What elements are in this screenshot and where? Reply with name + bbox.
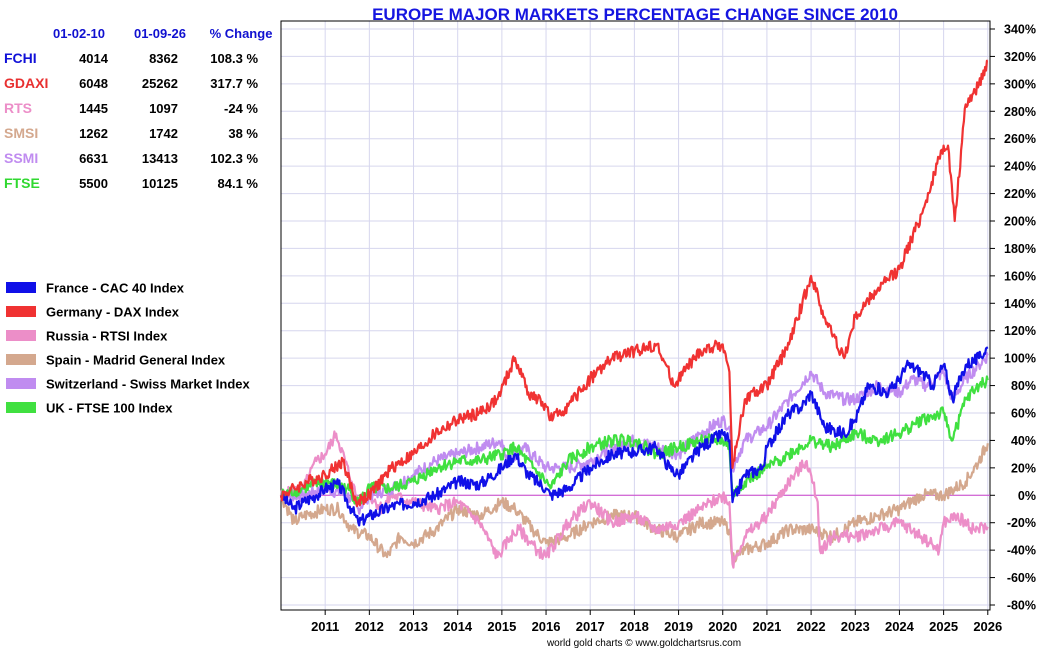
y-tick-label: 80% [1011,379,1036,393]
x-tick-label: 2011 [311,619,339,634]
x-tick-label: 2013 [399,619,428,634]
table-end-value: 1742 [149,126,178,141]
table-change-value: 84.1 % [218,176,259,191]
table-end-value: 10125 [142,176,178,191]
table-header: 01-02-10 [53,26,105,41]
y-tick-label: 320% [1004,50,1036,64]
x-tick-label: 2023 [841,619,870,634]
y-tick-label: 60% [1011,407,1036,421]
x-tick-label: 2014 [443,619,473,634]
table-header: 01-09-26 [134,26,186,41]
table-start-value: 1445 [79,101,108,116]
table-symbol: SMSI [4,125,38,141]
y-tick-label: 40% [1011,434,1036,448]
table-change-value: 102.3 % [210,151,258,166]
y-tick-label: 180% [1004,242,1036,256]
table-symbol: SSMI [4,150,38,166]
series-line-1 [279,59,989,508]
y-tick-label: -60% [1007,571,1036,585]
legend-swatch [6,354,36,365]
table-symbol: GDAXI [4,75,48,91]
series-line-2 [279,430,989,569]
stats-table: 01-02-10 01-09-26 % Change FCHI 4014 8362 108.… [4,26,272,191]
chart-title: EUROPE MAJOR MARKETS PERCENTAGE CHANGE S… [372,5,898,24]
x-tick-label: 2020 [708,619,737,634]
y-tick-label: 240% [1004,160,1036,174]
table-end-value: 1097 [149,101,178,116]
x-tick-label: 2012 [355,619,384,634]
x-tick-label: 2025 [929,619,958,634]
y-tick-label: 280% [1004,105,1036,119]
x-tick-label: 2016 [532,619,561,634]
legend-label: Spain - Madrid General Index [46,353,226,368]
y-tick-label: 0% [1018,489,1036,503]
legend-label: France - CAC 40 Index [46,281,185,296]
x-tick-label: 2021 [752,619,781,634]
table-symbol: FCHI [4,50,37,66]
y-tick-label: 20% [1011,461,1036,475]
table-change-value: 108.3 % [210,51,258,66]
legend-swatch [6,378,36,389]
y-tick-label: 140% [1004,297,1036,311]
table-symbol: FTSE [4,175,40,191]
y-tick-label: 100% [1004,352,1036,366]
y-tick-label: 340% [1004,23,1036,37]
x-tick-label: 2024 [885,619,915,634]
legend-swatch [6,330,36,341]
table-end-value: 8362 [149,51,178,66]
legend-swatch [6,306,36,317]
x-tick-label: 2026 [973,619,1002,634]
y-tick-label: 220% [1004,187,1036,201]
table-change-value: 38 % [228,126,258,141]
series-line-3 [280,443,989,563]
y-tick-label: 300% [1004,77,1036,91]
table-change-value: 317.7 % [210,76,258,91]
x-tick-label: 2022 [797,619,826,634]
x-tick-label: 2019 [664,619,693,634]
plot-frame [280,20,991,611]
x-axis: 2011 2012 2013 2014 2015 2016 2017 2018 2019 2020… [311,610,1002,634]
table-header: % Change [210,26,273,41]
legend-label: Germany - DAX Index [46,305,180,320]
credit-text: world gold charts © www.goldchartsrus.co… [546,638,741,649]
y-tick-label: 120% [1004,324,1036,338]
legend-swatch [6,402,36,413]
table-start-value: 6631 [79,151,108,166]
series-line-5 [280,375,989,506]
table-end-value: 13413 [142,151,178,166]
legend-label: Russia - RTSI Index [46,329,168,344]
legend-label: UK - FTSE 100 Index [46,401,173,416]
legend-label: Switzerland - Swiss Market Index [46,377,250,392]
grid [281,21,990,610]
series-layer [279,59,989,569]
table-end-value: 25262 [142,76,178,91]
y-tick-label: 260% [1004,132,1036,146]
y-tick-label: -80% [1007,599,1036,613]
series-line-0 [279,346,989,527]
table-change-value: -24 % [224,101,258,116]
x-tick-label: 2017 [576,619,605,634]
y-tick-label: -20% [1007,516,1036,530]
y-tick-label: -40% [1007,544,1036,558]
x-tick-label: 2015 [487,619,516,634]
y-axis: -80% -60% -40% -20% 0% 20% 40% 60% 80% 100% 120% 14… [990,23,1036,613]
table-start-value: 1262 [79,126,108,141]
table-start-value: 5500 [79,176,108,191]
table-start-value: 4014 [79,51,109,66]
legend: France - CAC 40 Index Germany - DAX Index… [6,281,250,416]
y-tick-label: 160% [1004,269,1036,283]
table-symbol: RTS [4,100,32,116]
x-tick-label: 2018 [620,619,649,634]
table-start-value: 6048 [79,76,108,91]
y-tick-label: 200% [1004,215,1036,229]
legend-swatch [6,282,36,293]
